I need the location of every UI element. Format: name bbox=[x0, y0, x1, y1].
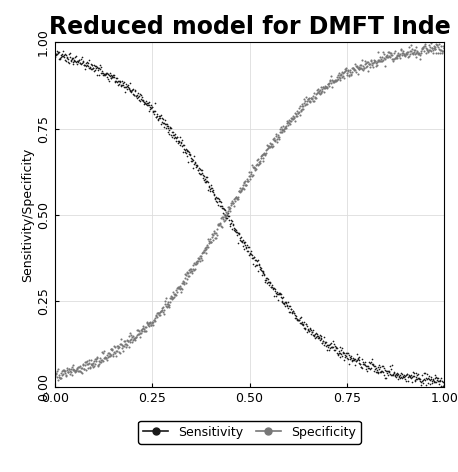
Legend: Sensitivity, Specificity: Sensitivity, Specificity bbox=[138, 421, 361, 444]
Sensitivity bbox=[52, 54, 58, 59]
Title: Reduced model for DMFT Inde: Reduced model for DMFT Inde bbox=[49, 15, 451, 39]
Sensitivity bbox=[279, 299, 284, 305]
Specificity bbox=[289, 115, 294, 121]
Specificity bbox=[55, 377, 61, 382]
Sensitivity bbox=[301, 321, 306, 327]
Specificity bbox=[348, 72, 354, 78]
Specificity bbox=[76, 368, 82, 373]
Specificity bbox=[388, 52, 393, 58]
Sensitivity bbox=[289, 309, 294, 315]
Sensitivity bbox=[439, 384, 445, 389]
Sensitivity bbox=[348, 355, 354, 361]
Y-axis label: Sensitivity/Specificity: Sensitivity/Specificity bbox=[22, 148, 34, 282]
Specificity bbox=[428, 41, 434, 46]
Specificity bbox=[301, 103, 306, 109]
Sensitivity bbox=[60, 48, 66, 54]
Sensitivity bbox=[388, 372, 393, 378]
Specificity bbox=[442, 45, 447, 51]
Line: Specificity: Specificity bbox=[54, 42, 445, 380]
Line: Sensitivity: Sensitivity bbox=[54, 50, 445, 388]
Sensitivity bbox=[76, 58, 82, 63]
Sensitivity bbox=[442, 382, 447, 388]
Specificity bbox=[279, 126, 284, 132]
Specificity bbox=[52, 371, 58, 377]
